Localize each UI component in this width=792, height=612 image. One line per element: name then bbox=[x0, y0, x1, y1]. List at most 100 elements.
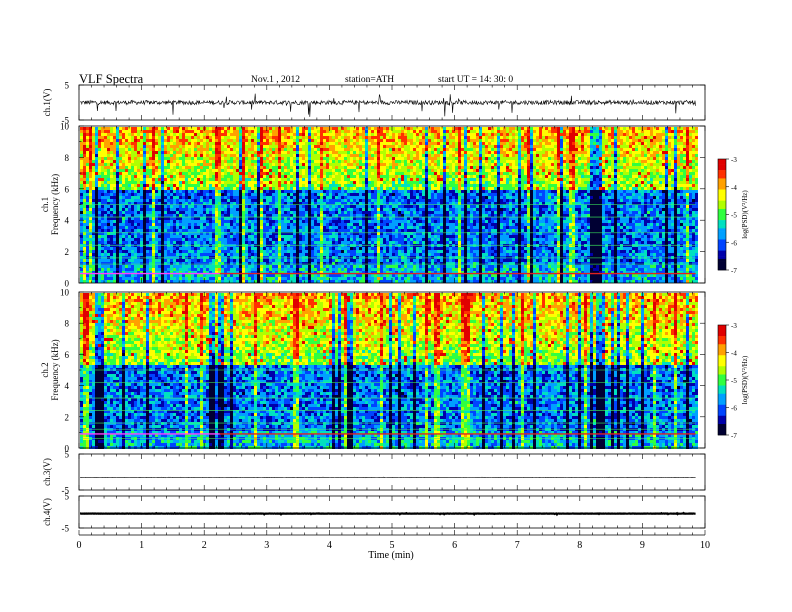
spectrogram-cell bbox=[239, 139, 242, 142]
spectrogram-cell bbox=[338, 181, 341, 184]
spectrogram-cell bbox=[317, 145, 320, 148]
spectrogram-cell bbox=[104, 238, 107, 241]
spectrogram-cell bbox=[137, 142, 140, 145]
spectrogram-cell bbox=[137, 277, 140, 280]
spectrogram-cell bbox=[248, 235, 251, 238]
spectrogram-cell bbox=[230, 211, 233, 214]
spectrogram-cell bbox=[260, 262, 263, 265]
spectrogram-cell bbox=[284, 247, 287, 250]
spectrogram-cell bbox=[167, 238, 170, 241]
spectrogram-cell bbox=[164, 274, 167, 277]
spectrogram-cell bbox=[290, 280, 293, 283]
spectrogram-cell bbox=[317, 217, 320, 220]
spectrogram-cell bbox=[128, 169, 131, 172]
spectrogram-cell bbox=[107, 178, 110, 181]
spectrogram-cell bbox=[308, 157, 311, 160]
spectrogram-cell bbox=[305, 208, 308, 211]
spectrogram-cell bbox=[170, 154, 173, 157]
spectrogram-cell bbox=[350, 226, 353, 229]
spectrogram-cell bbox=[137, 157, 140, 160]
spectrogram-cell bbox=[206, 142, 209, 145]
spectrogram-cell bbox=[356, 160, 359, 163]
spectrogram-cell bbox=[251, 187, 254, 190]
spectrogram-cell bbox=[206, 205, 209, 208]
spectrogram-cell bbox=[170, 133, 173, 136]
spectrogram-cell bbox=[302, 136, 305, 139]
spectrogram-cell bbox=[323, 250, 326, 253]
spectrogram-cell bbox=[122, 274, 125, 277]
spectrogram-cell bbox=[140, 181, 143, 184]
spectrogram-cell bbox=[146, 151, 149, 154]
spectrogram-cell bbox=[80, 214, 83, 217]
spectrogram-cell bbox=[269, 169, 272, 172]
spectrogram-cell bbox=[218, 148, 221, 151]
spectrogram-cell bbox=[194, 196, 197, 199]
spectrogram-cell bbox=[317, 133, 320, 136]
spectrogram-cell bbox=[95, 280, 98, 283]
spectrogram-cell bbox=[335, 271, 338, 274]
spectrogram-cell bbox=[227, 262, 230, 265]
spectrogram-cell bbox=[146, 136, 149, 139]
spectrogram-cell bbox=[245, 208, 248, 211]
spectrogram-cell bbox=[215, 193, 218, 196]
spectrogram-cell bbox=[257, 268, 260, 271]
spectrogram-cell bbox=[179, 166, 182, 169]
spectrogram-cell bbox=[176, 166, 179, 169]
spectrogram-cell bbox=[125, 280, 128, 283]
spectrogram-cell bbox=[83, 274, 86, 277]
spectrogram-cell bbox=[260, 214, 263, 217]
spectrogram-cell bbox=[86, 223, 89, 226]
spectrogram-cell bbox=[170, 148, 173, 151]
spectrogram-cell bbox=[350, 175, 353, 178]
spectrogram-cell bbox=[245, 250, 248, 253]
spectrogram-cell bbox=[227, 265, 230, 268]
spectrogram-cell bbox=[206, 130, 209, 133]
spectrogram-cell bbox=[239, 262, 242, 265]
spectrogram-cell bbox=[305, 184, 308, 187]
spectrogram-cell bbox=[116, 154, 119, 157]
spectrogram-cell bbox=[131, 241, 134, 244]
spectrogram-cell bbox=[236, 223, 239, 226]
spectrogram-cell bbox=[332, 268, 335, 271]
spectrogram-cell bbox=[293, 205, 296, 208]
spectrogram-cell bbox=[314, 166, 317, 169]
spectrogram-cell bbox=[257, 193, 260, 196]
spectrogram-cell bbox=[350, 127, 353, 130]
spectrogram-cell bbox=[152, 175, 155, 178]
spectrogram-cell bbox=[140, 202, 143, 205]
spectrogram-cell bbox=[191, 136, 194, 139]
spectrogram-cell bbox=[338, 253, 341, 256]
spectrogram-cell bbox=[104, 217, 107, 220]
spectrogram-cell bbox=[239, 253, 242, 256]
spectrogram-cell bbox=[191, 277, 194, 280]
spectrogram-cell bbox=[80, 151, 83, 154]
spectrogram-cell bbox=[233, 247, 236, 250]
spectrogram-cell bbox=[254, 232, 257, 235]
spectrogram-cell bbox=[305, 196, 308, 199]
spectrogram-cell bbox=[155, 133, 158, 136]
spectrogram-cell bbox=[314, 259, 317, 262]
spectrogram-cell bbox=[104, 136, 107, 139]
spectrogram-cell bbox=[191, 166, 194, 169]
spectrogram-cell bbox=[320, 274, 323, 277]
spectrogram-cell bbox=[224, 130, 227, 133]
spectrogram-cell bbox=[251, 184, 254, 187]
spectrogram-cell bbox=[302, 190, 305, 193]
spectrogram-cell bbox=[188, 142, 191, 145]
spectrogram-cell bbox=[176, 262, 179, 265]
spectrogram-cell bbox=[131, 127, 134, 130]
spectrogram-cell bbox=[224, 238, 227, 241]
spectrogram-cell bbox=[356, 250, 359, 253]
spectrogram-cell bbox=[113, 250, 116, 253]
spectrogram-cell bbox=[203, 187, 206, 190]
spectrogram-cell bbox=[83, 214, 86, 217]
spectrogram-cell bbox=[341, 181, 344, 184]
spectrogram-cell bbox=[206, 271, 209, 274]
spectrogram-cell bbox=[287, 220, 290, 223]
spectrogram-cell bbox=[227, 259, 230, 262]
spectrogram-cell bbox=[98, 265, 101, 268]
spectrogram-cell bbox=[80, 145, 83, 148]
spectrogram-cell bbox=[89, 142, 92, 145]
spectrogram-cell bbox=[152, 202, 155, 205]
spectrogram-cell bbox=[140, 163, 143, 166]
